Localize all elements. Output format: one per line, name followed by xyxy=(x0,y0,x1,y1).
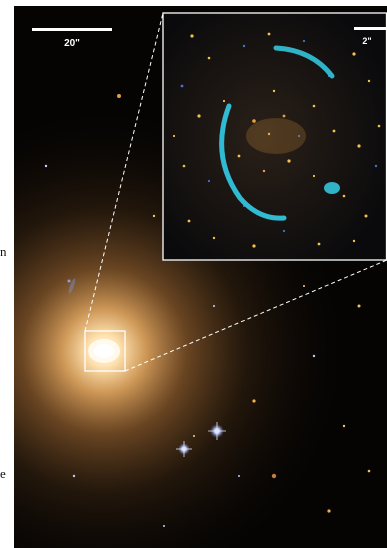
figure-canvas: 20" xyxy=(14,6,387,548)
margin-text-fragment-2: e xyxy=(0,466,6,481)
inset-scale-label: 2" xyxy=(362,36,371,46)
main-scale-label: 20" xyxy=(64,38,80,49)
margin-text-fragment-1: n xyxy=(0,244,7,259)
main-scale-bar: 20" xyxy=(32,28,112,49)
einstein-ring-arc-left xyxy=(219,103,287,221)
lens-galaxy-residual xyxy=(246,118,306,154)
bright-star-1 xyxy=(208,422,226,440)
inset-panel: 2" xyxy=(163,13,387,260)
connector-line-top xyxy=(84,12,164,332)
einstein-ring-knot xyxy=(324,182,340,194)
connector-line-bottom xyxy=(124,259,387,372)
galaxy-core-bright xyxy=(94,344,114,358)
astronomy-figure: 20" xyxy=(14,6,387,548)
inset-scale-bar: 2" xyxy=(354,27,387,46)
einstein-ring-arc-top xyxy=(273,45,335,79)
background-stars xyxy=(44,94,371,527)
inset-noise-dots xyxy=(172,32,381,248)
bright-star-2 xyxy=(176,441,192,457)
zoom-region-box xyxy=(84,330,126,372)
